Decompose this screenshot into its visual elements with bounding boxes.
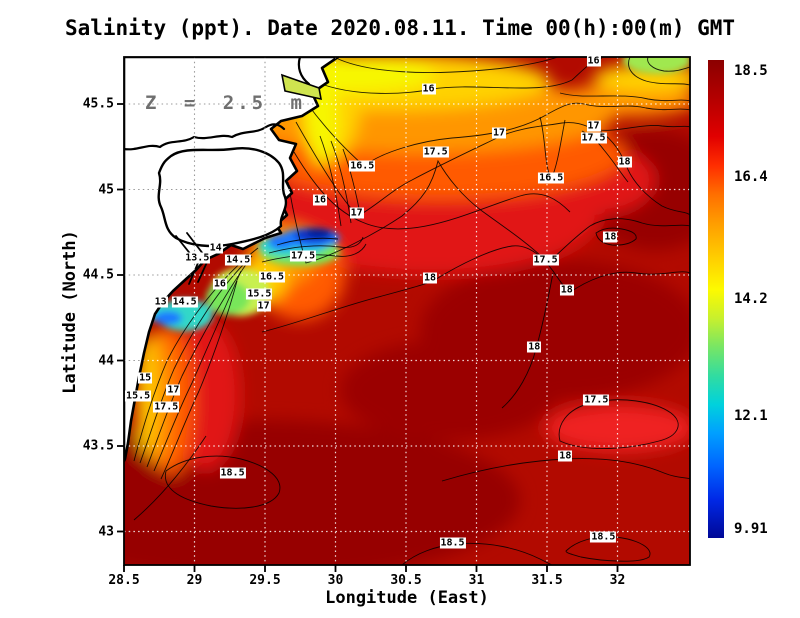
contour-label: 17.5: [532, 254, 559, 266]
contour-label: 17: [166, 384, 181, 396]
colorbar-tick-label: 16.4: [734, 168, 768, 185]
y-tick-label: 44: [98, 353, 114, 368]
lagoon-shorelines: [124, 57, 311, 285]
contour-label: 18.5: [439, 537, 466, 549]
colorbar-tick-label: 18.5: [734, 63, 768, 79]
contour-label: 17.5: [422, 146, 449, 158]
contour-label: 15: [138, 372, 153, 384]
plot-frame: [123, 56, 691, 566]
colorbar-tick-label: 14.2: [734, 291, 768, 308]
x-tick-label: 29.5: [249, 573, 281, 588]
contour-label: 13: [153, 296, 168, 308]
y-axis-label: Latitude (North): [60, 230, 80, 394]
contour-label: 15.5: [125, 390, 152, 402]
contour-label: 14: [208, 242, 223, 254]
contour-label: 17: [492, 127, 507, 139]
colorbar-tick-label: 12.1: [734, 408, 768, 425]
contour-label: 15.5: [246, 288, 273, 300]
contour-label: 18: [617, 156, 632, 168]
contour-label: 18.5: [590, 531, 617, 543]
x-tick-label: 30: [327, 573, 344, 588]
contour-label: 18: [558, 450, 573, 462]
contour-label: 14.5: [225, 254, 252, 266]
contour-label: 18.5: [219, 467, 246, 479]
contour-label: 18: [559, 284, 574, 296]
y-tick-label: 45.5: [82, 96, 114, 112]
depth-annotation: Z = 2.5 m: [145, 92, 305, 114]
y-tick-label: 45: [98, 182, 114, 197]
x-tick-label: 31: [468, 573, 485, 588]
contour-label: 17.5: [153, 401, 180, 413]
contour-label: 16.5: [349, 160, 376, 172]
contour-label: 17.5: [290, 250, 317, 262]
y-tick-label: 43.5: [82, 438, 114, 454]
x-tick-label: 29: [186, 573, 203, 588]
x-tick-label: 28.5: [108, 573, 140, 588]
contour-label: 16: [312, 194, 328, 206]
contour-label: 16: [421, 83, 436, 95]
contour-label: 13.5: [184, 252, 211, 264]
contour-label: 14.5: [171, 296, 198, 308]
y-tick-label: 44.5: [82, 267, 114, 283]
contour-label: 17.5: [583, 394, 610, 406]
contour-label: 18: [422, 272, 437, 284]
colorbar-tick-label: 9.91: [734, 521, 768, 537]
sea-color-field: [124, 57, 690, 565]
contour-label: 16: [212, 278, 227, 290]
x-axis-label: Longitude (East): [325, 588, 489, 608]
contour-label: 16: [586, 55, 601, 67]
contour-label: 18: [527, 341, 542, 353]
y-tick-label: 43: [98, 524, 114, 539]
x-tick-label: 30.5: [390, 573, 422, 588]
contour-label: 18: [603, 231, 618, 243]
x-tick-label: 31.5: [531, 573, 563, 588]
contour-label: 17: [256, 300, 271, 312]
contour-label: 17: [586, 120, 601, 132]
contour-label: 16.5: [538, 172, 565, 184]
contour-label: 17: [349, 207, 364, 219]
colorbar: [708, 60, 724, 538]
lagoon-water-strip: [280, 73, 323, 101]
contour-label: 17.5: [580, 132, 607, 144]
x-tick-label: 32: [609, 573, 626, 588]
contour-label: 16.5: [259, 271, 286, 283]
plot-title: Salinity (ppt). Date 2020.08.11. Time 00…: [64, 16, 736, 40]
axis-ticks: [117, 103, 619, 572]
